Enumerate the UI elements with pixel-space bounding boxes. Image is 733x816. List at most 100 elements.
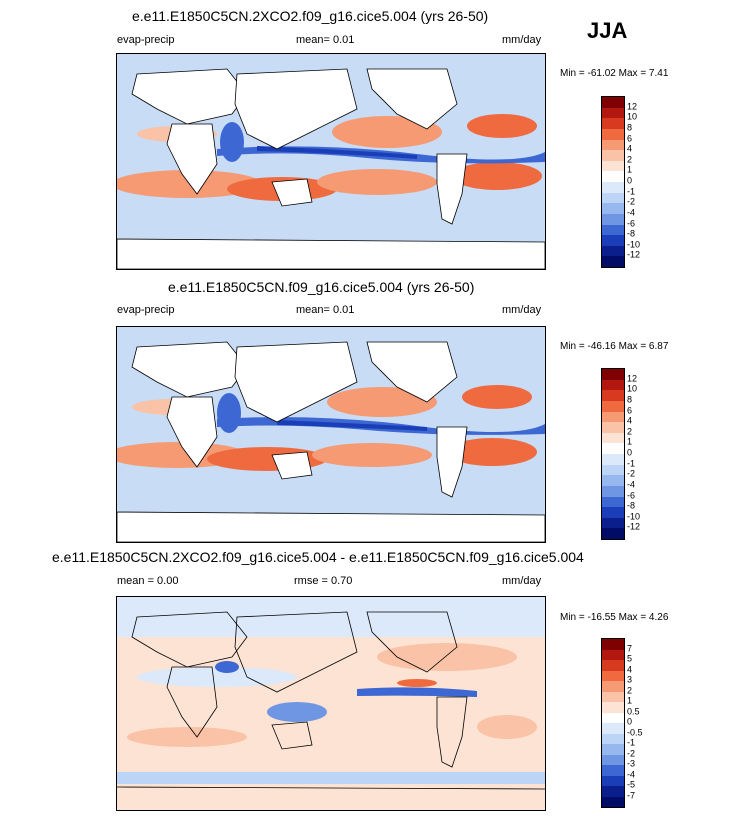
colorbar-tick: 0 <box>627 447 633 458</box>
swatch <box>602 422 624 433</box>
panel-2-mean: mean= 0.01 <box>296 304 355 316</box>
swatch <box>602 660 624 671</box>
panel-1-units: mm/day <box>502 34 542 46</box>
colorbar-tick: -3 <box>627 758 636 769</box>
colorbar-tick: -1 <box>627 186 636 197</box>
colorbar-tick: -1 <box>627 458 636 469</box>
swatch <box>602 443 624 454</box>
colorbar-tick: 8 <box>627 122 633 133</box>
swatch <box>602 390 624 401</box>
colorbar-tick: 12 <box>627 101 638 112</box>
swatch <box>602 649 624 660</box>
colorbar-tick: 10 <box>627 383 638 394</box>
colorbar-tick: -12 <box>627 521 641 532</box>
swatch <box>602 432 624 444</box>
colorbar-tick: 8 <box>627 394 633 405</box>
swatch <box>602 681 624 692</box>
swatch <box>602 107 624 119</box>
swatch <box>602 150 624 161</box>
colorbar-tick: 0 <box>627 716 633 727</box>
swatch <box>602 754 624 765</box>
colorbar-tick: -2 <box>627 468 636 479</box>
swatch <box>602 128 624 140</box>
swatch <box>602 712 624 723</box>
panel-3-minmax: Min = -16.55 Max = 4.26 <box>560 612 669 623</box>
panel-1-mean: mean= 0.01 <box>296 34 355 46</box>
panel-3-mean: mean = 0.00 <box>117 575 179 587</box>
panel-2-units: mm/day <box>502 304 542 316</box>
swatch <box>602 182 624 193</box>
colorbar-tick: 6 <box>627 133 633 143</box>
colorbar-tick: -5 <box>627 779 636 790</box>
colorbar-tick: 1 <box>627 164 633 175</box>
colorbar-tick: 1 <box>627 436 633 447</box>
colorbar-tick: -2 <box>627 196 636 207</box>
season-label: JJA <box>587 18 628 43</box>
swatch <box>602 224 624 236</box>
swatch <box>602 723 624 734</box>
panel-1-title: e.e11.E1850C5CN.2XCO2.f09_g16.cice5.004 … <box>132 8 489 24</box>
panel-2-colorbar <box>601 368 625 540</box>
colorbar-tick: -10 <box>627 239 641 250</box>
panel-1-colorbar <box>601 96 625 268</box>
swatch <box>602 400 624 412</box>
swatch <box>602 235 624 246</box>
panel-2-map <box>116 326 546 543</box>
colorbar-tick: -4 <box>627 479 636 490</box>
colorbar-tick: -0.5 <box>627 727 643 737</box>
colorbar-tick: 0 <box>627 175 633 186</box>
swatch <box>602 775 624 786</box>
colorbar-tick: 7 <box>627 643 633 653</box>
colorbar-tick: 2 <box>627 154 633 165</box>
colorbar-tick: -8 <box>627 228 636 239</box>
colorbar-tick: -7 <box>627 790 636 800</box>
swatch <box>602 702 624 713</box>
swatch <box>602 733 624 744</box>
swatch <box>602 765 624 776</box>
swatch <box>602 507 624 518</box>
colorbar-tick: -10 <box>627 511 641 522</box>
colorbar-tick: -12 <box>627 249 641 260</box>
panel-2-variable: evap-precip <box>117 304 175 316</box>
swatch <box>602 485 624 497</box>
colorbar-tick: 1 <box>627 695 633 706</box>
swatch <box>602 496 624 508</box>
swatch <box>602 192 624 204</box>
panel-2-title: e.e11.E1850C5CN.f09_g16.cice5.004 (yrs 2… <box>168 279 475 295</box>
swatch <box>602 670 624 681</box>
colorbar-tick: 0.5 <box>627 706 640 716</box>
swatch <box>602 203 624 214</box>
swatch <box>602 796 624 807</box>
colorbar-tick: 6 <box>627 405 633 415</box>
swatch <box>602 171 624 182</box>
colorbar-tick: -8 <box>627 500 636 511</box>
panel-1-map <box>116 53 546 270</box>
swatch <box>602 744 624 755</box>
swatch <box>602 369 624 380</box>
swatch <box>602 691 624 702</box>
swatch <box>602 245 624 257</box>
colorbar-tick: -6 <box>627 218 636 228</box>
swatch <box>602 517 624 529</box>
swatch <box>602 475 624 486</box>
swatch <box>602 454 624 465</box>
swatch <box>602 786 624 797</box>
swatch <box>602 256 624 267</box>
swatch <box>602 118 624 129</box>
swatch <box>602 639 624 650</box>
colorbar-tick: 10 <box>627 111 638 122</box>
panel-2-minmax: Min = -46.16 Max = 6.87 <box>560 341 669 352</box>
swatch <box>602 464 624 476</box>
panel-3-map <box>116 596 546 811</box>
panel-1-variable: evap-precip <box>117 34 175 46</box>
colorbar-tick: 4 <box>627 415 633 426</box>
colorbar-tick: 12 <box>627 373 638 384</box>
swatch <box>602 160 624 172</box>
panel-3-units: mm/day <box>502 575 542 587</box>
swatch <box>602 528 624 539</box>
colorbar-tick: -2 <box>627 748 636 758</box>
colorbar-tick: 4 <box>627 143 633 154</box>
colorbar-tick: -4 <box>627 207 636 218</box>
swatch <box>602 139 624 151</box>
swatch <box>602 411 624 423</box>
